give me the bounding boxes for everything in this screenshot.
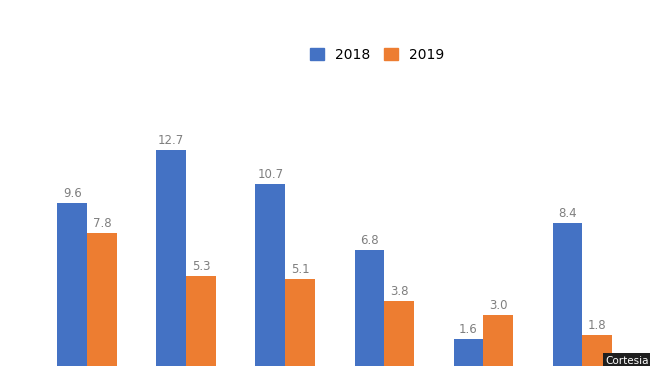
Text: 5.3: 5.3 xyxy=(192,260,210,273)
Bar xyxy=(87,234,117,366)
Text: 3.0: 3.0 xyxy=(489,299,508,312)
Text: 8.4: 8.4 xyxy=(558,207,577,220)
Text: 12.7: 12.7 xyxy=(158,134,185,147)
Text: 6.8: 6.8 xyxy=(360,234,379,247)
Bar xyxy=(157,150,186,366)
Bar xyxy=(285,279,315,366)
Text: 5.1: 5.1 xyxy=(291,263,309,276)
Bar xyxy=(384,301,414,366)
Legend: 2018, 2019: 2018, 2019 xyxy=(306,44,448,66)
Bar xyxy=(354,250,384,366)
Bar xyxy=(582,335,612,366)
Bar xyxy=(186,276,216,366)
Text: 10.7: 10.7 xyxy=(257,168,283,181)
Text: 1.6: 1.6 xyxy=(459,323,478,336)
Text: Cortesia: Cortesia xyxy=(605,356,649,366)
Text: 3.8: 3.8 xyxy=(390,285,408,298)
Text: 1.8: 1.8 xyxy=(588,320,606,332)
Bar xyxy=(454,339,484,366)
Bar xyxy=(484,315,513,366)
Text: 7.8: 7.8 xyxy=(92,217,111,230)
Text: 9.6: 9.6 xyxy=(63,187,81,200)
Bar xyxy=(57,203,87,366)
Bar xyxy=(552,223,582,366)
Bar xyxy=(255,184,285,366)
